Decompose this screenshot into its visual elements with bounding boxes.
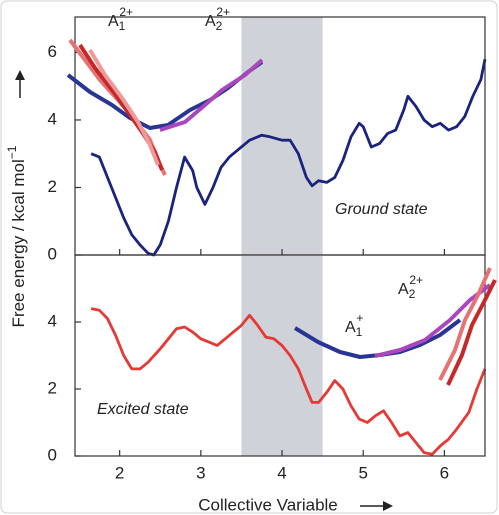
- annotation-sub: 2: [409, 287, 416, 301]
- x-tick-label: 6: [440, 463, 449, 482]
- annotation-sub: 2: [216, 19, 223, 33]
- x-tick-label: 3: [196, 463, 205, 482]
- annotation-text: A: [345, 319, 356, 336]
- y-tick-label: 2: [48, 177, 57, 196]
- y-axis-label: Free energy / kcal mol−1: [5, 145, 28, 327]
- x-tick-label: 2: [115, 463, 124, 482]
- x-tick-label: 5: [358, 463, 367, 482]
- y-tick-label: 4: [48, 311, 57, 330]
- annotation-sup: 2+: [119, 5, 133, 19]
- figure: 0246Ground stateA12+A22+Free energy / kc…: [0, 0, 499, 515]
- y-axis-label-sup: −1: [5, 145, 19, 159]
- annotation-sub: 1: [356, 325, 363, 339]
- x-axis-label: Collective Variable: [198, 495, 338, 514]
- annotation: Excited state: [97, 401, 189, 418]
- annotation-text: A: [205, 13, 216, 30]
- annotation-text: Excited state: [97, 401, 189, 418]
- annotation-text: Ground state: [335, 201, 428, 218]
- annotation-sub: 1: [119, 19, 126, 33]
- shade-band: [241, 255, 322, 456]
- y-tick-label: 0: [48, 445, 57, 464]
- x-tick-label: 4: [277, 463, 286, 482]
- y-tick-label: 6: [48, 42, 57, 61]
- annotation-text: A: [398, 281, 409, 298]
- y-tick-label: 0: [48, 244, 57, 263]
- y-tick-label: 2: [48, 378, 57, 397]
- annotation-sup: +: [356, 311, 363, 325]
- y-axis-label-text: Free energy / kcal mol: [9, 159, 28, 327]
- annotation-text: A: [108, 13, 119, 30]
- shade-band: [241, 17, 322, 255]
- annotation-sup: 2+: [409, 273, 423, 287]
- y-tick-label: 4: [48, 109, 57, 128]
- annotation: Ground state: [335, 201, 428, 218]
- annotation-sup: 2+: [216, 5, 230, 19]
